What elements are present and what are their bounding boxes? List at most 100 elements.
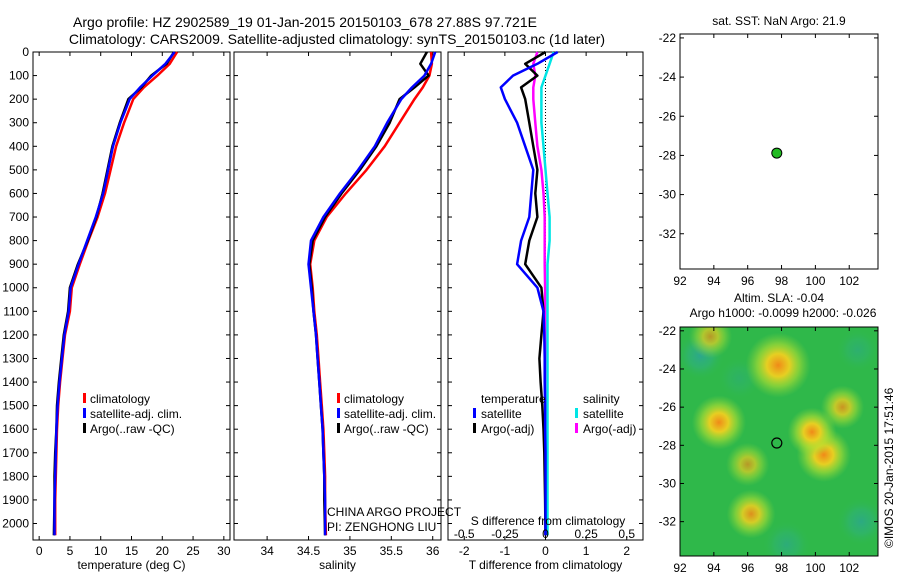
y-tick-label: 1600 xyxy=(2,422,29,436)
y-tick-label: -30 xyxy=(659,188,677,202)
s-tick-label: -0.25 xyxy=(491,527,519,541)
x-tick-label: 25 xyxy=(186,544,200,558)
legend-swatch xyxy=(473,423,476,433)
legend-swatch xyxy=(337,423,340,433)
x-tick-label: 30 xyxy=(217,544,231,558)
y-tick-label: 400 xyxy=(9,139,29,153)
legend-label: Argo(..raw -QC) xyxy=(344,422,429,436)
climatology-line xyxy=(308,51,434,536)
y-tick-label: -24 xyxy=(659,70,677,84)
y-tick-label: 600 xyxy=(9,186,29,200)
argo-line xyxy=(308,51,430,536)
satellite-adj-line xyxy=(307,51,437,536)
x-tick-label: 102 xyxy=(839,561,859,575)
sal-satellite-line xyxy=(540,51,555,536)
legend-label: Argo(-adj) xyxy=(583,422,636,436)
y-tick-label: 900 xyxy=(9,257,29,271)
y-tick-label: -28 xyxy=(659,438,677,452)
sla-low-blob xyxy=(762,520,811,556)
s-tick-label: 0.25 xyxy=(574,527,598,541)
climatology-line xyxy=(53,51,179,536)
y-tick-label: 700 xyxy=(9,210,29,224)
y-tick-label: 1800 xyxy=(2,469,29,483)
sla-high-blob xyxy=(691,395,747,450)
sla-high-blob xyxy=(688,327,733,359)
x-tick-label: 100 xyxy=(805,274,825,288)
sla-low-blob xyxy=(836,328,878,372)
sla-low-blob xyxy=(836,497,878,547)
y-tick-label: -26 xyxy=(659,400,677,414)
legend-title: salinity xyxy=(583,392,620,406)
x-axis-label: T difference from climatology xyxy=(469,558,623,572)
temp-satellite-line xyxy=(499,50,559,536)
y-tick-label: 200 xyxy=(9,92,29,106)
x-tick-label: 20 xyxy=(156,544,170,558)
sst-map-panel: 92 94 96 98 100 102 -22 -24 -26 -28 -30 -32 sat. SST… xyxy=(659,14,879,288)
x-tick-label: 15 xyxy=(125,544,139,558)
x-tick-label: 1 xyxy=(583,544,590,558)
legend-title: temperature xyxy=(481,392,546,406)
x-tick-label: 34.5 xyxy=(297,544,321,558)
y-tick-label: 1900 xyxy=(2,493,29,507)
s-tick-label: 0 xyxy=(542,527,549,541)
y-tick-label: 500 xyxy=(9,163,29,177)
y-tick-label: -32 xyxy=(659,227,677,241)
x-tick-label: 102 xyxy=(839,274,859,288)
y-tick-label: -28 xyxy=(659,148,677,162)
map-frame xyxy=(679,326,879,557)
x-tick-label: 94 xyxy=(707,274,721,288)
x-tick-label: 10 xyxy=(94,544,108,558)
y-tick-label: -26 xyxy=(659,109,677,123)
x-axis-label: salinity xyxy=(319,558,356,572)
sla-high-blob xyxy=(726,489,776,539)
sla-high-blob xyxy=(745,332,811,398)
heatmap-field xyxy=(680,327,878,556)
x-tick-label: 35 xyxy=(343,544,357,558)
argo-position-marker xyxy=(771,437,783,449)
x-tick-label: 0 xyxy=(542,544,549,558)
y-tick-label: 0 xyxy=(22,45,29,59)
x-tick-label: 34 xyxy=(260,544,274,558)
x-tick-label: -1 xyxy=(500,544,511,558)
y-tick-label: 100 xyxy=(9,69,29,83)
x-tick-label: 92 xyxy=(673,274,687,288)
project-line1: CHINA ARGO PROJECT xyxy=(327,505,462,519)
s-tick-label: -0.5 xyxy=(454,527,475,541)
x-tick-label: 94 xyxy=(707,561,721,575)
satellite-adj-line xyxy=(53,51,176,536)
header-line2: Climatology: CARS2009. Satellite-adjuste… xyxy=(69,31,605,47)
legend-label: climatology xyxy=(344,392,404,406)
y-tick-label: -22 xyxy=(659,324,677,338)
x-tick-label: 0 xyxy=(36,544,43,558)
y-tick-label: 300 xyxy=(9,116,29,130)
y-tick-label: 1200 xyxy=(2,328,29,342)
credit-text: ©IMOS 20-Jan-2015 17:51:46 xyxy=(882,387,896,548)
map-title: Altim. SLA: -0.04 xyxy=(734,291,824,305)
salinity-panel: 34 34.5 35 35.5 36 salinity climatologysatelli… xyxy=(233,51,442,572)
project-line2: PI: ZENGHONG LIU xyxy=(327,520,436,534)
legend-swatch xyxy=(83,408,86,418)
x-tick-label: 98 xyxy=(775,274,789,288)
temp-argo-line xyxy=(519,50,547,536)
legend-label: satellite xyxy=(481,407,522,421)
y-tick-label: 1500 xyxy=(2,399,29,413)
x-axis-label: temperature (deg C) xyxy=(77,558,185,572)
y-tick-label: 1000 xyxy=(2,281,29,295)
temperature-panel: 0 5 10 15 20 25 300100200300400500600700800900… xyxy=(2,45,231,572)
map-title: sat. SST: NaN Argo: 21.9 xyxy=(712,14,846,28)
sla-high-blob xyxy=(726,442,770,487)
y-tick-label: 1300 xyxy=(2,351,29,365)
x-tick-label: 36 xyxy=(426,544,440,558)
x-tick-label: 100 xyxy=(805,561,825,575)
s-tick-label: 0.5 xyxy=(618,527,635,541)
y-tick-label: -22 xyxy=(659,31,677,45)
difference-panel: -2 -1 0 1 2T difference from climatology S di… xyxy=(447,50,644,572)
legend-label: satellite-adj. clim. xyxy=(90,407,182,421)
legend-label: climatology xyxy=(90,392,150,406)
argo-position-marker xyxy=(771,147,783,159)
plot-frame xyxy=(233,51,442,541)
y-tick-label: -24 xyxy=(659,362,677,376)
x-tick-label: 98 xyxy=(775,561,789,575)
top-axis-label: S difference from climatology xyxy=(471,514,626,528)
legend-label: satellite xyxy=(583,407,624,421)
